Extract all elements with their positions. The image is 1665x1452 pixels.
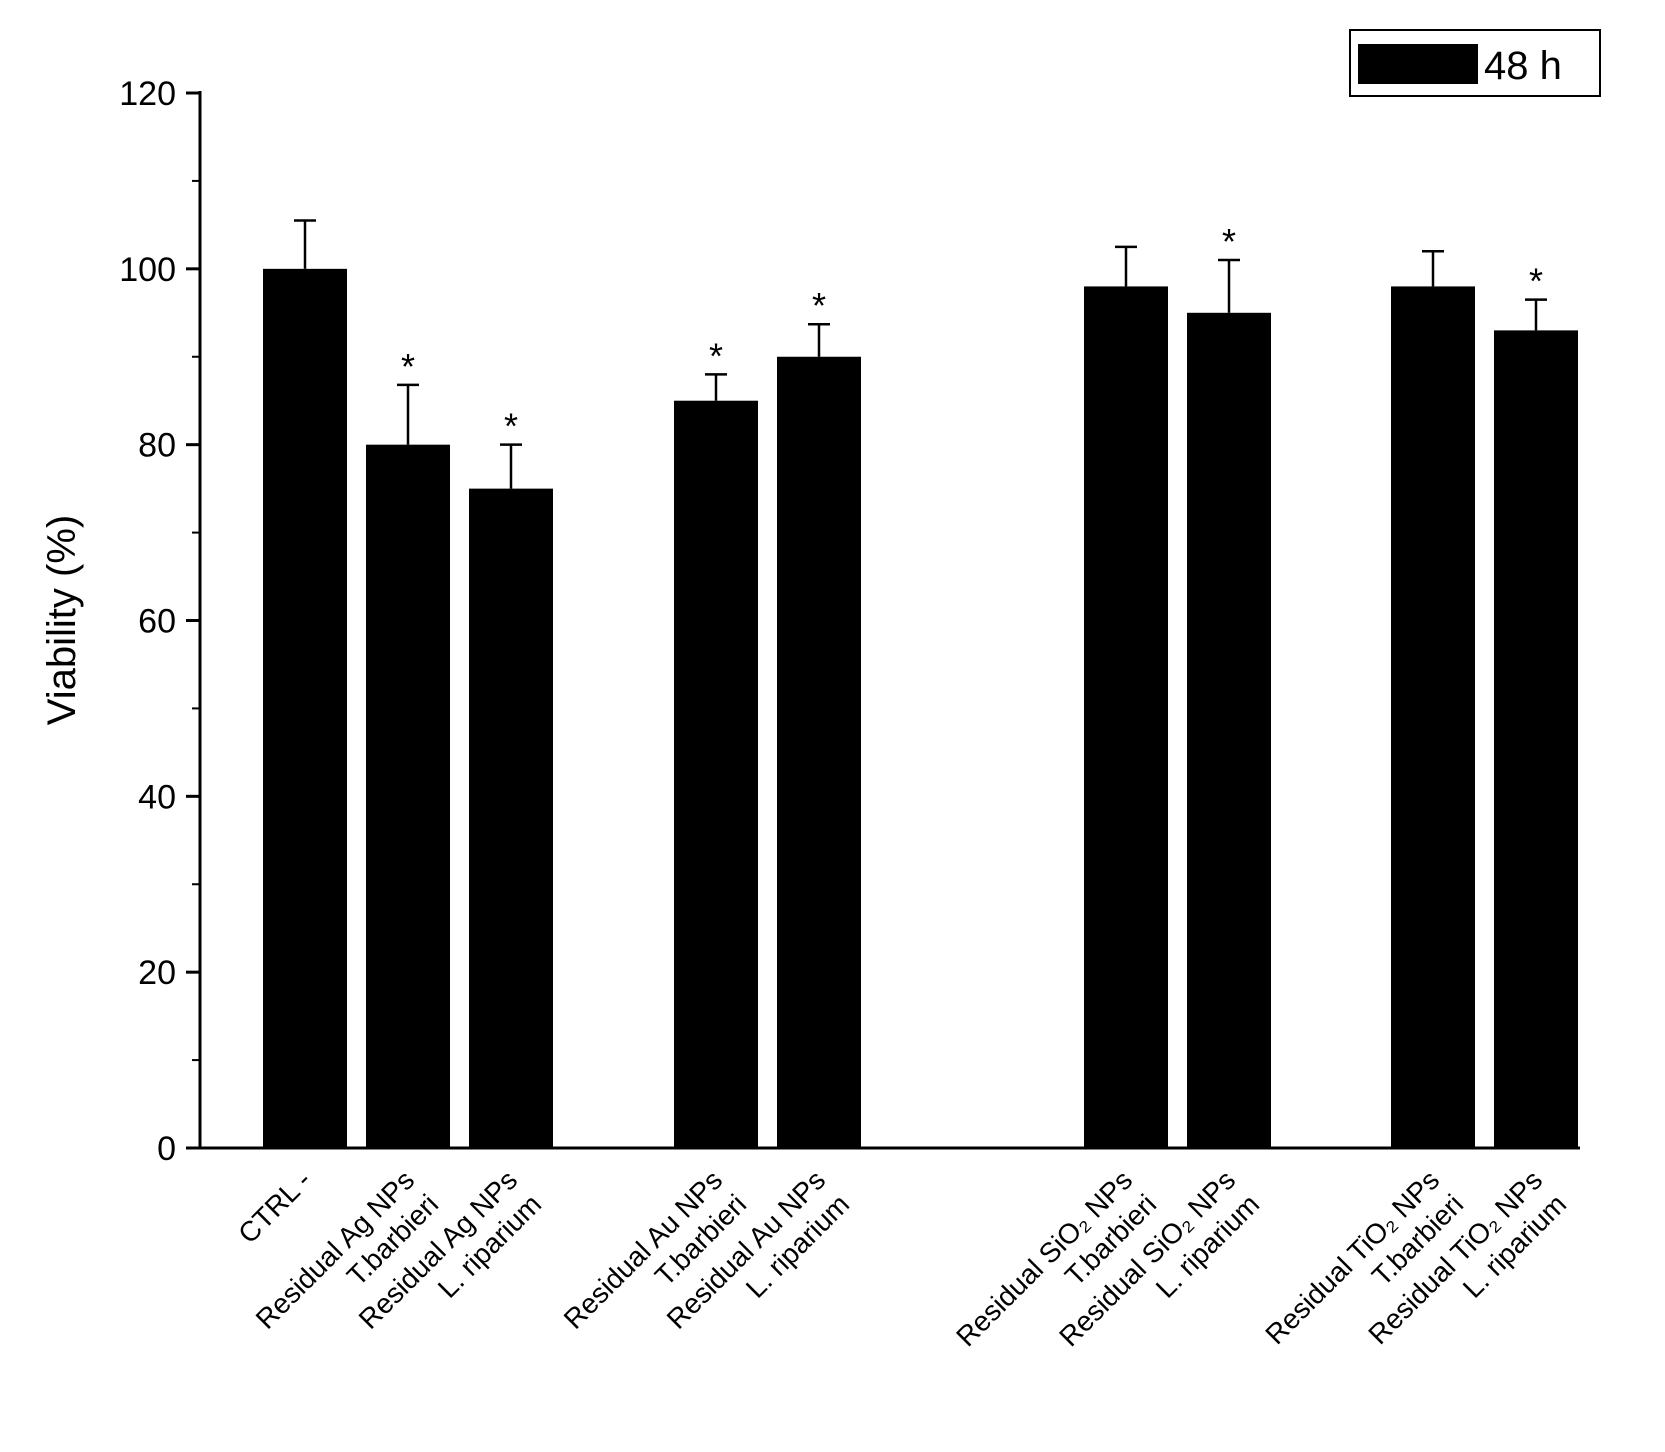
y-tick-label: 40 [138, 778, 176, 816]
legend: 48 h [1349, 29, 1601, 97]
significance-marker: * [504, 406, 518, 447]
bar [777, 356, 861, 1148]
y-axis-label: Viability (%) [40, 515, 84, 725]
y-tick-label: 80 [138, 427, 176, 465]
bar [263, 268, 347, 1148]
legend-swatch [1358, 44, 1478, 84]
bar [1187, 312, 1271, 1149]
bar [1494, 330, 1578, 1148]
y-tick-label: 100 [119, 251, 176, 289]
significance-marker: * [401, 346, 415, 387]
x-tick-label-line: CTRL - [232, 1164, 317, 1249]
bar [1391, 286, 1475, 1149]
significance-marker: * [1222, 221, 1236, 262]
significance-marker: * [1529, 261, 1543, 302]
x-tick-label: CTRL - [232, 1164, 317, 1249]
bar [674, 400, 758, 1148]
y-tick-label: 120 [119, 75, 176, 113]
x-axis-labels: CTRL -Residual Ag NPsT.barbieriResidual … [232, 1164, 1572, 1352]
significance-marker: * [812, 285, 826, 326]
y-tick-label: 20 [138, 954, 176, 992]
bars: * * * * * * [263, 219, 1578, 1149]
legend-label: 48 h [1484, 44, 1562, 88]
bar [366, 444, 450, 1149]
bar [469, 488, 553, 1148]
y-tick-label: 60 [138, 603, 176, 641]
significance-marker: * [709, 335, 723, 376]
y-tick-label: 0 [157, 1130, 176, 1168]
bar [1084, 286, 1168, 1149]
